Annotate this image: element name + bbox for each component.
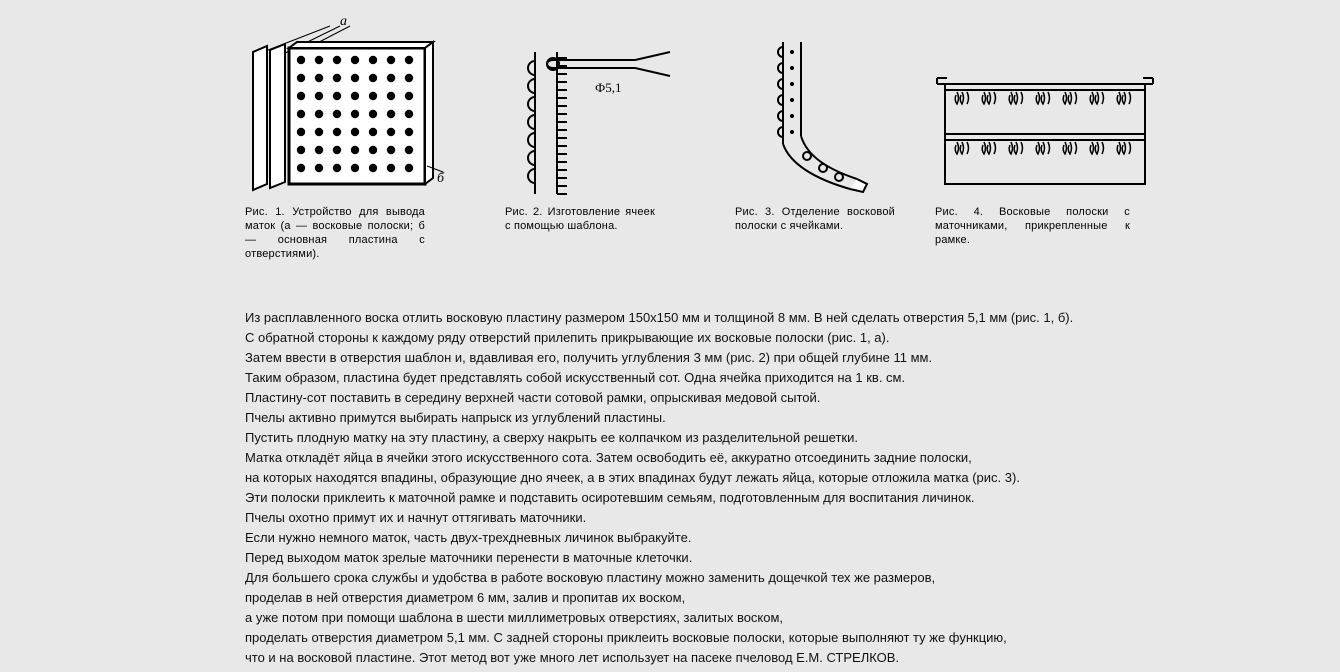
body-line: Пчелы охотно примут их и начнут оттягива… — [245, 508, 1305, 528]
fig2-caption: Рис. 2. Изготовление ячеек с помощью шаб… — [505, 205, 655, 233]
body-line: Таким образом, пластина будет представля… — [245, 368, 1305, 388]
figure-row: б Рис. 1. Устройство для вы­вода маток (… — [245, 24, 1145, 264]
fig1-svg: б — [245, 24, 445, 199]
body-line: Матка откладёт яйца в ячейки этого искус… — [245, 448, 1305, 468]
fig3-svg — [735, 24, 905, 199]
body-line: что и на восковой пластине. Этот метод в… — [245, 648, 1305, 668]
body-line: Пчелы активно примутся выбирать напрыск … — [245, 408, 1305, 428]
figure-3: Рис. 3. Отделение восковой полоски с яче… — [735, 24, 905, 264]
body-line: Эти полоски приклеить к маточной рамке и… — [245, 488, 1305, 508]
body-line: на которых находятся впадины, образующие… — [245, 468, 1305, 488]
body-text: Из расплавленного воска отлить восковую … — [245, 308, 1305, 668]
body-line: проделав в ней отверстия диаметром 6 мм,… — [245, 588, 1305, 608]
fig2-svg: Ф5,1 — [505, 24, 675, 199]
body-line: Перед выходом маток зрелые маточники пер… — [245, 548, 1305, 568]
figure-4: Рис. 4. Восковые полоски с маточниками, … — [935, 24, 1155, 264]
body-line: С обратной стороны к каждому ряду отверс… — [245, 328, 1305, 348]
fig3-caption: Рис. 3. Отделение восковой полоски с яче… — [735, 205, 895, 233]
fig4-svg — [935, 24, 1155, 199]
fig1-caption: Рис. 1. Устройство для вы­вода маток (а … — [245, 205, 425, 261]
body-line: Пустить плодную матку на эту пластину, а… — [245, 428, 1305, 448]
body-line: Для большего срока службы и удобства в р… — [245, 568, 1305, 588]
body-line: проделать отверстия диаметром 5,1 мм. С … — [245, 628, 1305, 648]
page: а — [0, 0, 1340, 672]
body-line: Если нужно немного маток, часть двух-тре… — [245, 528, 1305, 548]
body-line: а уже потом при помощи шаблона в шести м… — [245, 608, 1305, 628]
fig4-caption: Рис. 4. Восковые полоски с маточниками, … — [935, 205, 1130, 247]
fig1-label-b-svg: б — [437, 171, 445, 186]
body-line: Из расплавленного воска отлить восковую … — [245, 308, 1305, 328]
fig2-diameter-label: Ф5,1 — [595, 80, 622, 95]
figure-1: б Рис. 1. Устройство для вы­вода маток (… — [245, 24, 445, 264]
figure-2: Ф5,1 Рис. 2. Изготовление ячеек с помощь… — [505, 24, 675, 264]
body-line: Затем ввести в отверстия шаблон и, вдавл… — [245, 348, 1305, 368]
body-line: Пластину-сот поставить в середину верхне… — [245, 388, 1305, 408]
